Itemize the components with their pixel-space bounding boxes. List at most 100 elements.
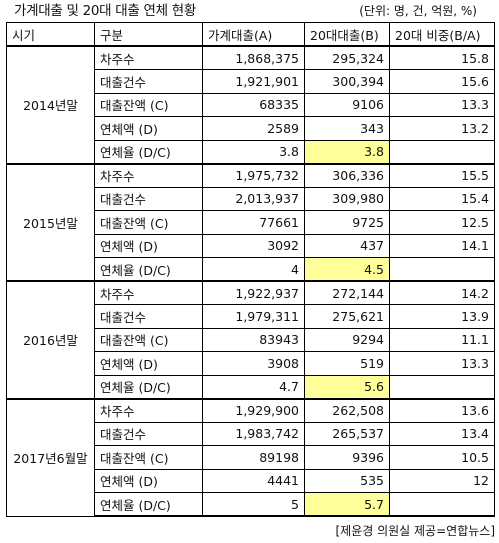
twenties-loans-cell: 535 xyxy=(304,468,390,493)
household-loans-cell: 2589 xyxy=(202,116,305,141)
twenties-loans-cell: 306,336 xyxy=(304,162,390,188)
twenties-loans-cell: 343 xyxy=(304,116,390,141)
period-cell: 2014년말 xyxy=(6,45,95,164)
twenties-share-cell: 13.9 xyxy=(389,304,495,329)
table-row: 대출잔액 (C) 83943 9294 11.1 xyxy=(7,327,495,352)
twenties-share-cell: 15.8 xyxy=(389,45,495,70)
category-cell: 대출잔액 (C) xyxy=(94,92,203,117)
table-row: 2015년말 차주수 1,975,732 306,336 15.5 xyxy=(6,162,495,282)
category-cell: 대출잔액 (C) xyxy=(94,327,203,352)
period-cell: 2016년말 xyxy=(6,280,95,399)
header-row: 시기 구분 가계대출(A) 20대대출(B) 20대 비중(B/A) xyxy=(6,22,495,47)
unit-note: (단위: 명, 건, 억원, %) xyxy=(359,4,477,18)
twenties-share-cell: 14.1 xyxy=(389,233,495,258)
household-loans-cell: 4 xyxy=(202,257,305,282)
twenties-loans-cell: 9106 xyxy=(304,92,390,117)
twenties-loans-cell: 300,394 xyxy=(304,69,390,94)
household-loans-cell: 1,979,311 xyxy=(202,304,305,329)
header-twenties-share: 20대 비중(B/A) xyxy=(389,22,495,47)
household-loans-cell: 1,922,937 xyxy=(202,280,305,305)
table-row: 대출잔액 (C) 89198 9396 10.5 xyxy=(7,445,495,470)
twenties-loans-cell: 295,324 xyxy=(304,45,390,70)
table-row: 2016년말 차주수 1,922,937 272,144 14.2 xyxy=(6,280,495,399)
source-credit: [제윤경 의원실 제공=연합뉴스] xyxy=(335,524,495,538)
household-loans-cell: 89198 xyxy=(202,445,305,470)
twenties-loans-cell: 437 xyxy=(304,233,390,258)
header-category: 구분 xyxy=(94,22,203,47)
twenties-loans-cell: 309,980 xyxy=(304,186,390,211)
table-row: 연체율 (D/C) 3.8 3.8 xyxy=(7,139,495,165)
header-period: 시기 xyxy=(6,22,95,47)
twenties-share-cell: 10.5 xyxy=(389,445,495,470)
twenties-share-cell: 12 xyxy=(389,468,495,493)
table-row: 대출건수 1,983,742 265,537 13.4 xyxy=(7,421,495,446)
category-cell: 차주수 xyxy=(94,45,203,70)
table-row: 연체액 (D) 3908 519 13.3 xyxy=(7,351,495,376)
twenties-loans-cell: 4.5 xyxy=(304,257,390,282)
category-cell: 대출건수 xyxy=(94,421,203,446)
household-loans-cell: 3.8 xyxy=(202,139,305,165)
table-row: 대출건수 2,013,937 309,980 15.4 xyxy=(7,186,495,211)
household-loans-cell: 5 xyxy=(202,492,305,517)
twenties-share-cell: 13.6 xyxy=(389,397,495,423)
category-cell: 연체액 (D) xyxy=(94,468,203,493)
table-title: 가계대출 및 20대 대출 연체 현황 xyxy=(14,3,196,19)
table-row: 2014년말 차주수 1,868,375 295,324 15.8 xyxy=(6,45,495,164)
category-cell: 연체율 (D/C) xyxy=(94,257,203,282)
household-loans-cell: 1,929,900 xyxy=(202,397,305,423)
twenties-share-cell: 15.6 xyxy=(389,69,495,94)
table-row: 연체액 (D) 2589 343 13.2 xyxy=(7,116,495,141)
table-row: 연체율 (D/C) 4.7 5.6 xyxy=(7,374,495,400)
category-cell: 연체액 (D) xyxy=(94,116,203,141)
twenties-loans-cell: 9725 xyxy=(304,210,390,235)
twenties-share-cell: 15.5 xyxy=(389,162,495,188)
table-row: 대출건수 1,979,311 275,621 13.9 xyxy=(7,304,495,329)
category-cell: 연체율 (D/C) xyxy=(94,139,203,165)
twenties-loans-cell: 5.7 xyxy=(304,492,390,517)
category-cell: 대출잔액 (C) xyxy=(94,210,203,235)
twenties-share-cell: 15.4 xyxy=(389,186,495,211)
twenties-share-cell: 12.5 xyxy=(389,210,495,235)
twenties-share-cell: 13.2 xyxy=(389,116,495,141)
twenties-share-cell: 14.2 xyxy=(389,280,495,305)
twenties-loans-cell: 262,508 xyxy=(304,397,390,423)
household-loans-cell: 3092 xyxy=(202,233,305,258)
twenties-loans-cell: 3.8 xyxy=(304,139,390,165)
period-cell: 2017년6월말 xyxy=(6,397,95,517)
table-row: 대출건수 1,921,901 300,394 15.6 xyxy=(7,69,495,94)
household-loans-cell: 68335 xyxy=(202,92,305,117)
table-row: 연체율 (D/C) 5 5.7 xyxy=(7,492,495,517)
household-loans-cell: 2,013,937 xyxy=(202,186,305,211)
twenties-loans-cell: 9396 xyxy=(304,445,390,470)
table-row: 2017년6월말 차주수 1,929,900 262,508 13.6 xyxy=(6,397,495,517)
table-row: 연체액 (D) 3092 437 14.1 xyxy=(7,233,495,258)
twenties-loans-cell: 275,621 xyxy=(304,304,390,329)
household-loans-cell: 4.7 xyxy=(202,374,305,400)
twenties-share-cell xyxy=(389,139,495,165)
twenties-share-cell xyxy=(389,257,495,282)
table-body: 2014년말 차주수 1,868,375 295,324 15.8 대출건수 1,921,9… xyxy=(6,45,495,517)
household-loans-cell: 1,868,375 xyxy=(202,45,305,70)
category-cell: 차주수 xyxy=(94,162,203,188)
period-cell: 2015년말 xyxy=(6,162,95,282)
household-loans-cell: 77661 xyxy=(202,210,305,235)
header-twenties-loans: 20대대출(B) xyxy=(304,22,390,47)
twenties-loans-cell: 519 xyxy=(304,351,390,376)
table-row: 대출잔액 (C) 68335 9106 13.3 xyxy=(7,92,495,117)
category-cell: 연체율 (D/C) xyxy=(94,492,203,517)
category-cell: 연체액 (D) xyxy=(94,233,203,258)
household-loans-cell: 4441 xyxy=(202,468,305,493)
twenties-share-cell: 11.1 xyxy=(389,327,495,352)
loan-delinquency-table: 시기 구분 가계대출(A) 20대대출(B) 20대 비중(B/A) 2014년… xyxy=(6,22,495,517)
twenties-share-cell: 13.3 xyxy=(389,92,495,117)
twenties-share-cell xyxy=(389,492,495,517)
category-cell: 대출건수 xyxy=(94,69,203,94)
household-loans-cell: 1,921,901 xyxy=(202,69,305,94)
table-row: 연체액 (D) 4441 535 12 xyxy=(7,468,495,493)
category-cell: 대출건수 xyxy=(94,186,203,211)
twenties-loans-cell: 272,144 xyxy=(304,280,390,305)
category-cell: 연체액 (D) xyxy=(94,351,203,376)
category-cell: 차주수 xyxy=(94,280,203,305)
household-loans-cell: 1,983,742 xyxy=(202,421,305,446)
household-loans-cell: 3908 xyxy=(202,351,305,376)
